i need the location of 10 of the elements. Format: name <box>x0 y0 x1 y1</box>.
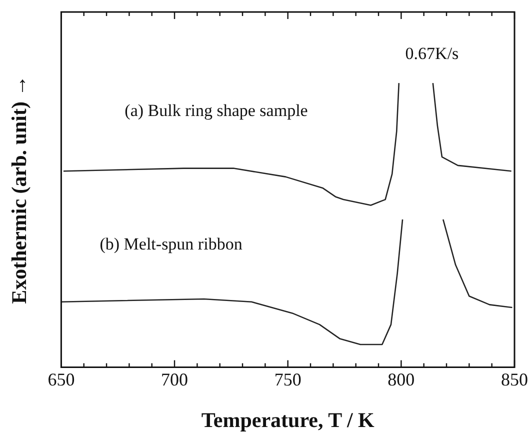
x-tick-label: 850 <box>501 370 528 390</box>
x-axis-title: Temperature, T / K <box>201 408 376 432</box>
x-tick-label: 800 <box>388 370 415 390</box>
annotation: (b) Melt-spun ribbon <box>100 234 243 254</box>
x-tick-label: 750 <box>274 370 302 390</box>
annotation: (a) Bulk ring shape sample <box>124 100 308 120</box>
text: 0.67K/s <box>405 44 459 64</box>
x-tick-label: 700 <box>161 370 188 390</box>
y-axis-title: Exothermic (arb. unit) → <box>7 75 32 304</box>
x-tick-label: 650 <box>48 370 75 390</box>
